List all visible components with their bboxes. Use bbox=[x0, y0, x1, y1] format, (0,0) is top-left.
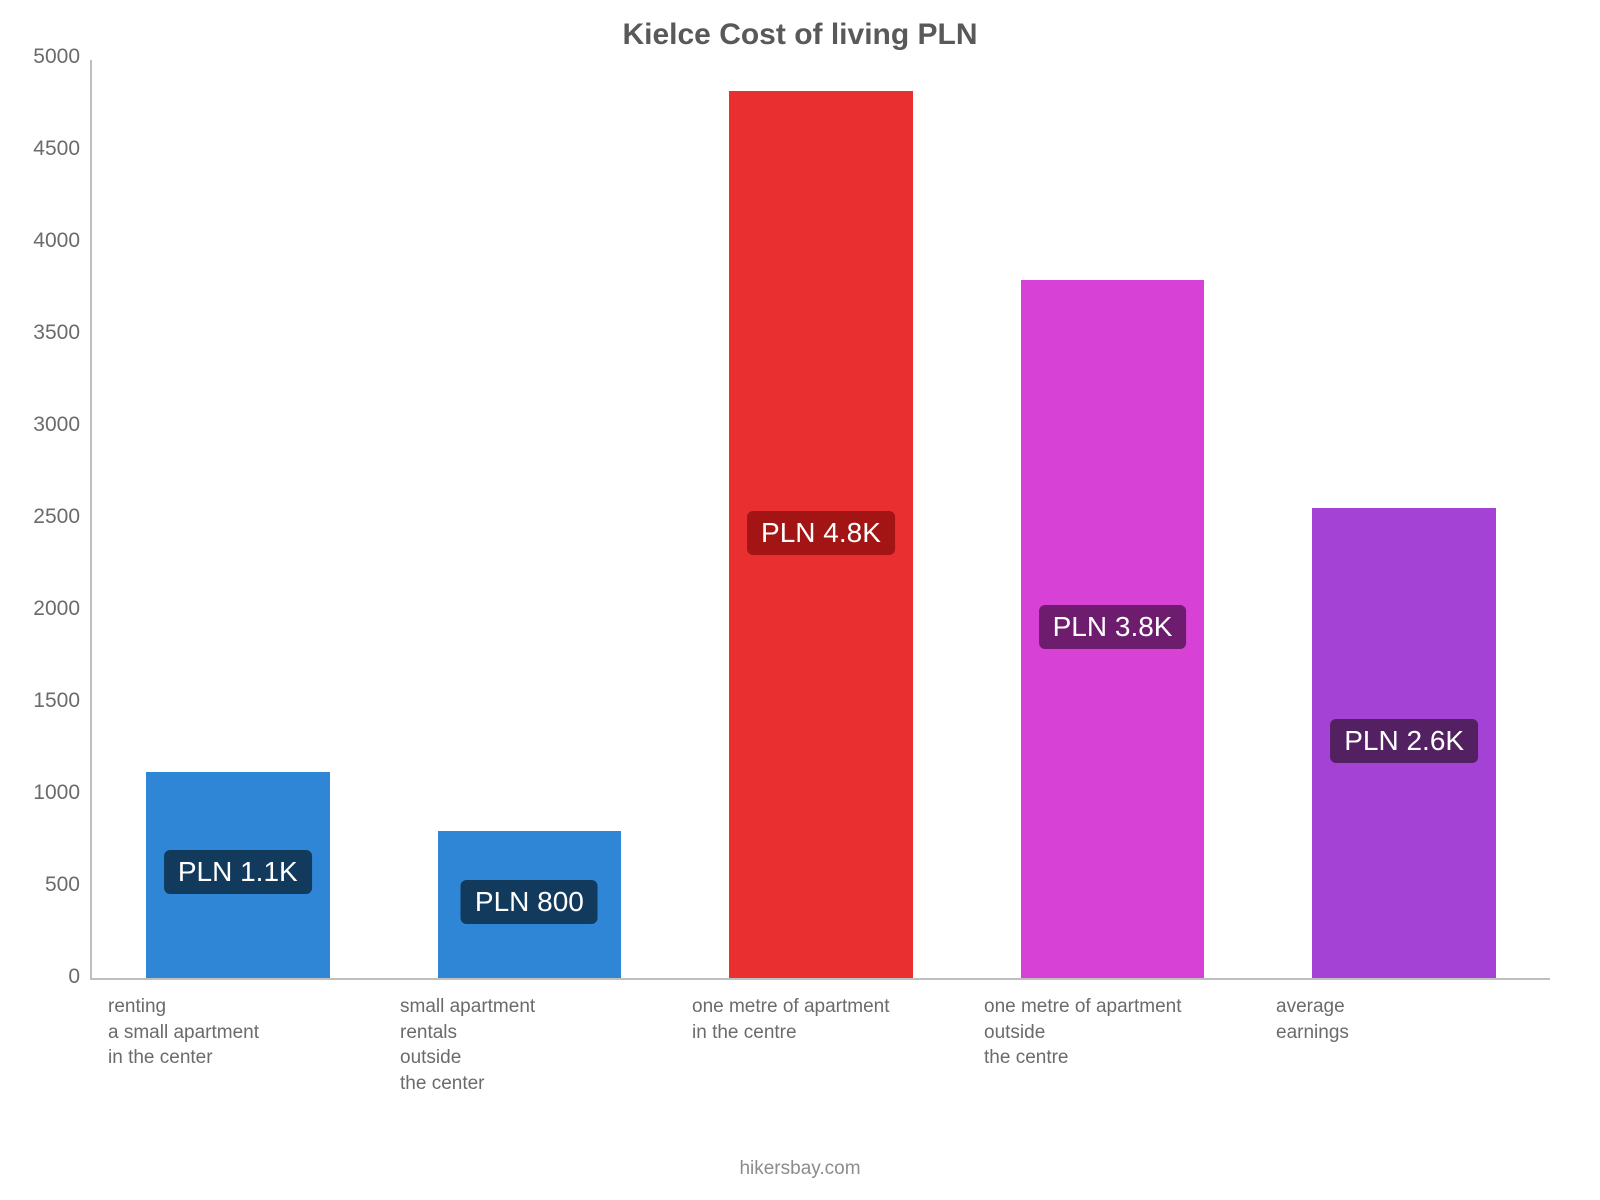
bar-value-label: PLN 800 bbox=[461, 880, 598, 924]
x-tick-label: renting a small apartment in the center bbox=[90, 984, 382, 1097]
bar: PLN 3.8K bbox=[1021, 280, 1205, 978]
bar-slot: PLN 1.1K bbox=[92, 60, 384, 978]
y-tick-label: 5000 bbox=[33, 45, 92, 69]
y-tick-label: 4500 bbox=[33, 137, 92, 161]
x-tick-label: small apartment rentals outside the cent… bbox=[382, 984, 674, 1097]
bar-slot: PLN 2.6K bbox=[1258, 60, 1550, 978]
bar: PLN 4.8K bbox=[729, 91, 913, 978]
y-tick-label: 2500 bbox=[33, 505, 92, 529]
bar-slot: PLN 4.8K bbox=[675, 60, 967, 978]
y-tick-label: 2000 bbox=[33, 597, 92, 621]
y-tick-label: 0 bbox=[68, 965, 92, 989]
y-tick-label: 3000 bbox=[33, 413, 92, 437]
bar-value-label: PLN 2.6K bbox=[1330, 719, 1478, 763]
cost-of-living-chart: Kielce Cost of living PLN 05001000150020… bbox=[0, 0, 1600, 1200]
bar: PLN 800 bbox=[438, 831, 622, 978]
plot-area: 0500100015002000250030003500400045005000… bbox=[90, 60, 1550, 980]
x-tick-label: average earnings bbox=[1258, 984, 1550, 1097]
bar-value-label: PLN 1.1K bbox=[164, 850, 312, 894]
x-tick-label: one metre of apartment in the centre bbox=[674, 984, 966, 1097]
bars-container: PLN 1.1K PLN 800 PLN 4.8K PLN 3.8K PLN 2.6K bbox=[92, 60, 1550, 978]
bar: PLN 1.1K bbox=[146, 772, 330, 978]
x-tick-label: one metre of apartment outside the centr… bbox=[966, 984, 1258, 1097]
bar-value-label: PLN 4.8K bbox=[747, 511, 895, 555]
bar-slot: PLN 3.8K bbox=[967, 60, 1259, 978]
attribution-text: hikersbay.com bbox=[0, 1158, 1600, 1180]
x-axis-labels: renting a small apartment in the centers… bbox=[90, 984, 1550, 1097]
y-gridline: 5000 bbox=[92, 57, 1550, 58]
y-tick-label: 3500 bbox=[33, 321, 92, 345]
bar-value-label: PLN 3.8K bbox=[1039, 605, 1187, 649]
bar-slot: PLN 800 bbox=[384, 60, 676, 978]
y-tick-label: 500 bbox=[45, 873, 92, 897]
bar: PLN 2.6K bbox=[1312, 508, 1496, 978]
y-tick-label: 4000 bbox=[33, 229, 92, 253]
chart-title: Kielce Cost of living PLN bbox=[0, 18, 1600, 52]
y-tick-label: 1500 bbox=[33, 689, 92, 713]
y-tick-label: 1000 bbox=[33, 781, 92, 805]
